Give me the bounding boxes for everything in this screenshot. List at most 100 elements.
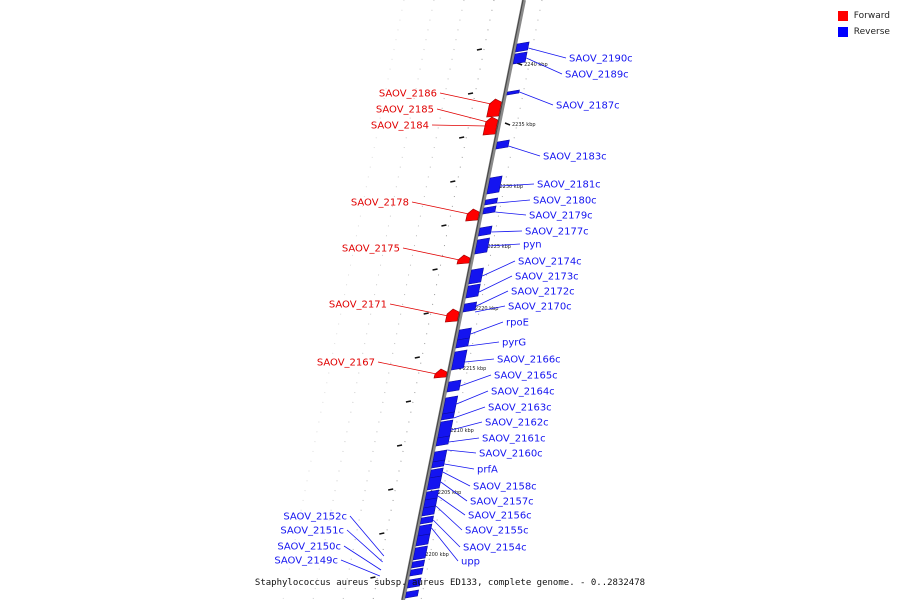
gene-label: SAOV_2150c xyxy=(277,542,341,553)
leader-line xyxy=(475,305,506,313)
legend-label-reverse: Reverse xyxy=(853,27,890,37)
legend-item-reverse: Reverse xyxy=(837,24,890,40)
leader-line xyxy=(389,303,449,317)
tick-label: 2225 kbp xyxy=(487,244,511,250)
gene-label: SAOV_2189c xyxy=(565,70,629,81)
genome-caption: Staphylococcus aureus subsp. aureus ED13… xyxy=(254,578,646,588)
leader-line xyxy=(435,505,463,531)
leader-line xyxy=(440,481,468,502)
reverse-swatch xyxy=(837,27,848,37)
gene-label: SAOV_2161c xyxy=(482,434,546,445)
gene-label: SAOV_2190c xyxy=(569,54,633,65)
tick-mark xyxy=(504,122,511,126)
guide-line xyxy=(342,0,465,600)
gene-label: SAOV_2165c xyxy=(494,371,558,382)
guide-line xyxy=(312,0,435,600)
marker-dash xyxy=(450,180,456,183)
tick-label: 2230 kbp xyxy=(499,184,523,190)
reverse-gene xyxy=(421,505,436,517)
reverse-gene xyxy=(468,267,484,285)
leader-line xyxy=(431,124,487,127)
reverse-gene xyxy=(431,459,446,469)
marker-dash xyxy=(467,92,474,95)
reverse-gene xyxy=(465,283,481,299)
leader-line xyxy=(495,211,527,216)
reverse-gene xyxy=(451,349,468,371)
gene-label: SAOV_2160c xyxy=(479,449,543,460)
leader-line xyxy=(346,529,383,563)
leader-line xyxy=(476,290,509,307)
leader-line xyxy=(340,559,380,577)
reverse-gene xyxy=(426,475,442,491)
leader-line xyxy=(343,545,382,571)
gene-label: SAOV_2157c xyxy=(470,497,534,508)
marker-dash xyxy=(441,224,447,227)
gene-label: SAOV_2156c xyxy=(468,511,532,522)
reverse-gene xyxy=(484,197,499,206)
gene-label: SAOV_2166c xyxy=(497,355,561,366)
leader-line xyxy=(451,421,483,431)
tick-label: 2235 kbp xyxy=(512,122,536,128)
gene-label: SAOV_2154c xyxy=(463,543,527,554)
leader-line xyxy=(468,341,500,347)
reverse-gene xyxy=(435,435,451,447)
marker-dash xyxy=(459,136,465,139)
guide-line xyxy=(420,0,543,600)
leader-line xyxy=(464,358,495,363)
leader-line xyxy=(482,260,516,277)
leader-line xyxy=(456,390,489,405)
reverse-gene xyxy=(506,89,520,96)
axis-line xyxy=(401,0,526,600)
reverse-gene xyxy=(405,589,419,599)
gene-label: SAOV_2174c xyxy=(518,257,582,268)
leader-line xyxy=(431,527,459,562)
marker-dash xyxy=(476,48,483,51)
leader-line xyxy=(519,91,554,106)
leader-line xyxy=(470,321,504,335)
gene-labels: SAOV_2190c SAOV_2189c SAOV_2187c SAOV_2183c… xyxy=(274,47,633,577)
forward-swatch xyxy=(837,11,848,21)
forward-gene xyxy=(456,254,471,265)
leader-line xyxy=(526,57,563,75)
leader-line xyxy=(402,247,460,261)
leader-line xyxy=(411,201,469,215)
leader-line xyxy=(349,515,385,557)
marker-dash xyxy=(414,356,420,359)
leader-line xyxy=(436,108,488,123)
legend-item-forward: Forward xyxy=(837,8,890,24)
gene-label: SAOV_2172c xyxy=(511,287,575,298)
dotted-guide-lines xyxy=(282,0,543,600)
gene-label: SAOV_2162c xyxy=(485,418,549,429)
gene-label: pyrG xyxy=(502,338,526,349)
forward-gene xyxy=(486,98,502,118)
genome-axis xyxy=(401,0,526,600)
gene-label: pyn xyxy=(523,240,542,251)
gene-label: SAOV_2155c xyxy=(465,526,529,537)
leader-line xyxy=(437,495,466,516)
reverse-gene xyxy=(419,515,434,525)
leader-line xyxy=(442,471,471,487)
gene-label: SAOV_2184 xyxy=(371,121,429,132)
reverse-gene xyxy=(407,577,422,589)
gene-label: upp xyxy=(461,557,480,568)
reverse-gene xyxy=(515,41,530,53)
gene-label: SAOV_2177c xyxy=(525,227,589,238)
gene-label: SAOV_2173c xyxy=(515,272,579,283)
tick-label: 2215 kbp xyxy=(463,366,487,372)
marker-dash xyxy=(423,312,429,315)
forward-gene xyxy=(465,208,480,222)
leader-line xyxy=(453,406,486,419)
marker-dash xyxy=(432,268,438,271)
gene-label: SAOV_2164c xyxy=(491,387,555,398)
gene-label: prfA xyxy=(477,465,498,476)
leader-line xyxy=(444,463,475,470)
reverse-gene xyxy=(415,533,431,547)
gene-label: SAOV_2178 xyxy=(351,198,409,209)
leader-line xyxy=(497,199,531,204)
tick-label: 2240 kbp xyxy=(524,62,548,68)
leader-line xyxy=(460,374,492,387)
gene-label: SAOV_2158c xyxy=(473,482,537,493)
forward-gene xyxy=(433,368,448,379)
reverse-gene xyxy=(412,545,428,561)
